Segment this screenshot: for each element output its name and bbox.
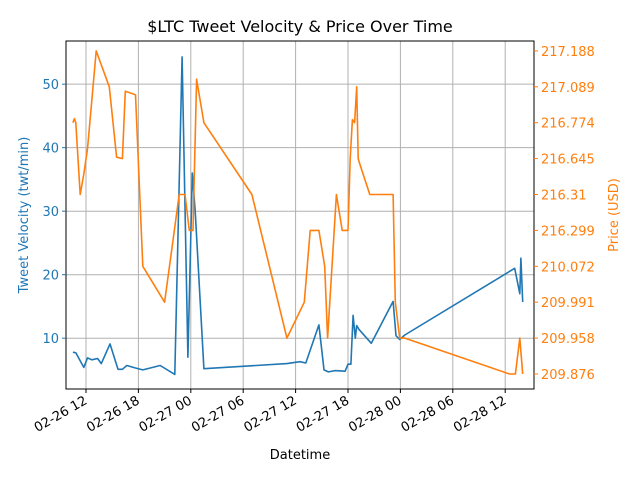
price-line <box>72 50 524 375</box>
right-tick-label: 210.072 <box>541 260 595 275</box>
right-tick-label: 216.299 <box>541 224 595 239</box>
right-tick-label: 217.089 <box>541 81 595 96</box>
left-tick-label: 10 <box>42 332 59 347</box>
right-tick-label: 216.774 <box>541 117 595 132</box>
x-axis-title: Datetime <box>270 448 330 463</box>
left-tick-label: 50 <box>42 78 59 93</box>
right-tick-label: 216.31 <box>541 189 587 204</box>
series-layer <box>72 50 524 376</box>
left-axis: 10 20 30 40 50 <box>42 78 66 347</box>
right-tick-label: 216.645 <box>541 153 595 168</box>
right-axis: 209.876 209.958 209.991 210.072 216.299 216.3… <box>534 45 595 383</box>
right-tick-label: 217.188 <box>541 45 595 60</box>
right-tick-label: 209.876 <box>541 368 595 383</box>
plot-frame <box>65 40 535 390</box>
left-tick-label: 20 <box>42 269 59 284</box>
left-tick-label: 30 <box>42 205 59 220</box>
left-axis-title: Tweet Velocity (twt/min) <box>17 137 32 295</box>
right-tick-label: 209.991 <box>541 296 595 311</box>
left-tick-label: 40 <box>42 142 59 157</box>
velocity-line <box>72 56 524 376</box>
chart-title: $LTC Tweet Velocity & Price Over Time <box>147 17 453 36</box>
right-tick-label: 209.958 <box>541 332 595 347</box>
right-axis-title: Price (USD) <box>607 178 622 252</box>
